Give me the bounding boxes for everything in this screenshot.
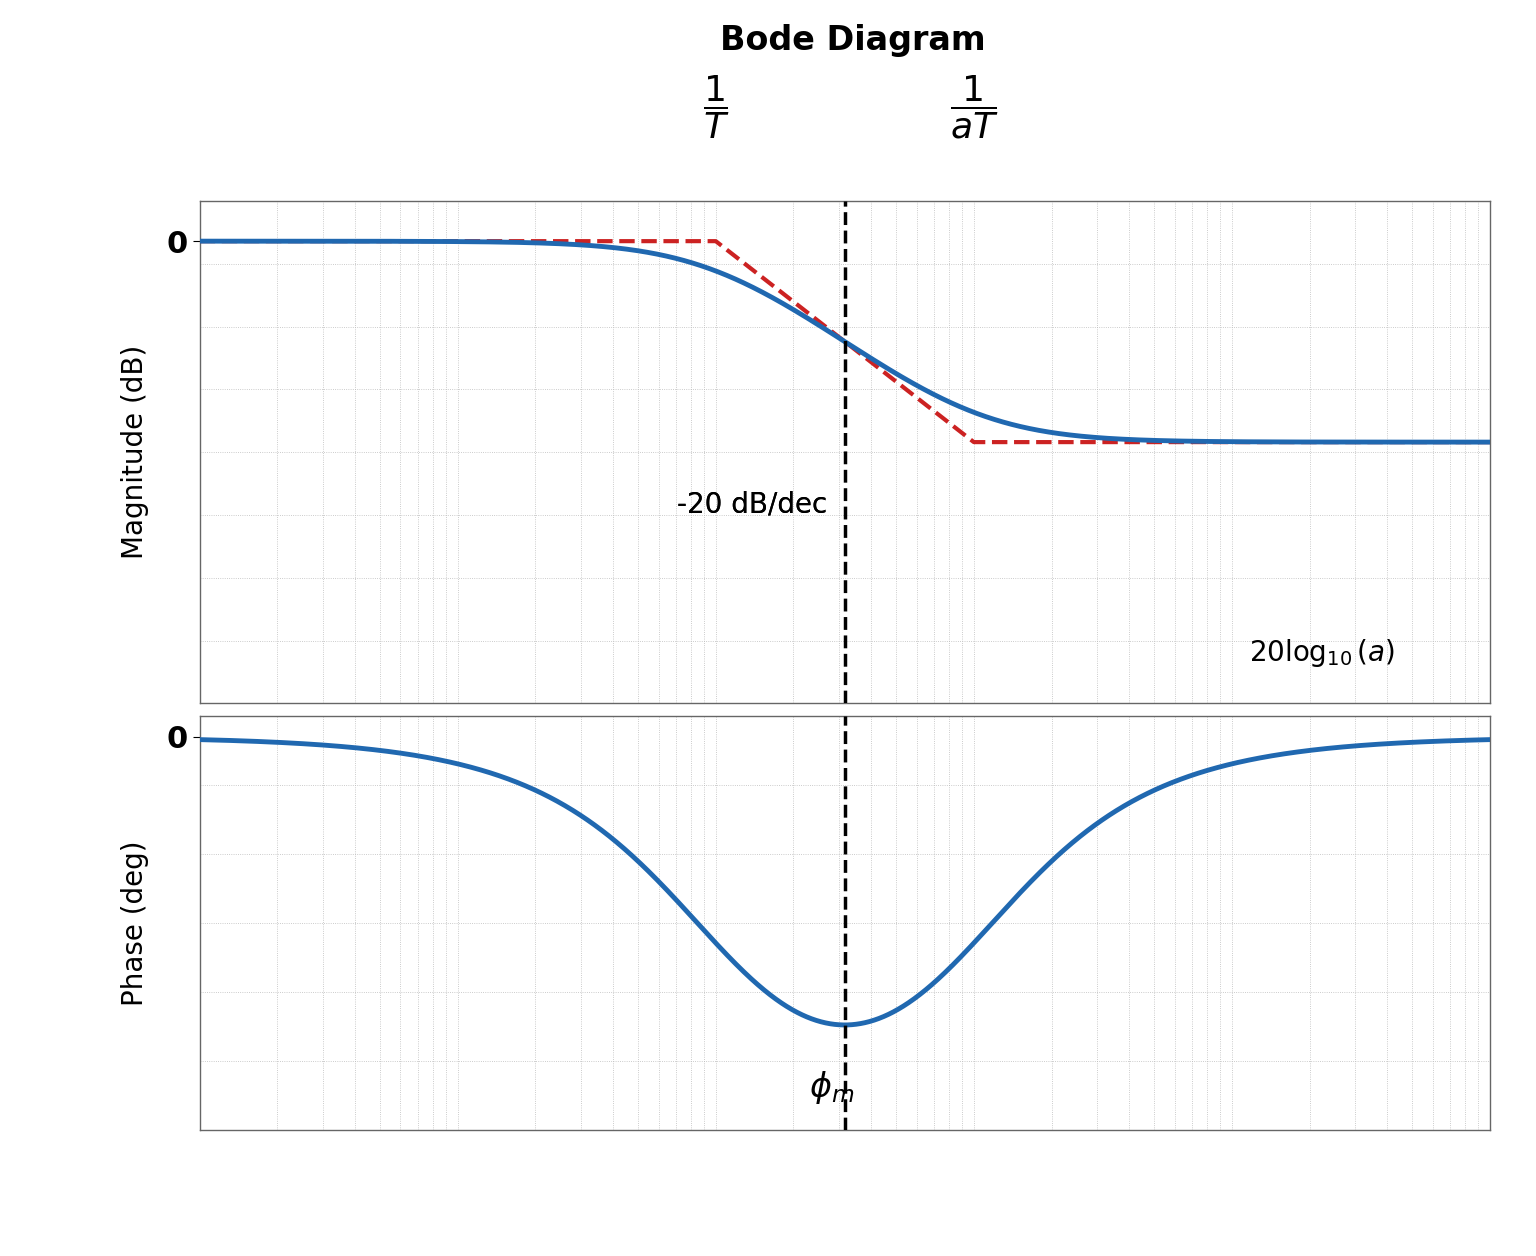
Text: $\dfrac{1}{T}$: $\dfrac{1}{T}$	[702, 73, 730, 141]
Text: $\phi_m$: $\phi_m$	[809, 1069, 854, 1105]
Y-axis label: Phase (deg): Phase (deg)	[121, 840, 149, 1006]
Text: $\dfrac{1}{aT}$: $\dfrac{1}{aT}$	[949, 73, 998, 141]
Text: -20 dB/dec: -20 dB/dec	[677, 490, 828, 519]
Text: $20\log_{10}(a)$: $20\log_{10}(a)$	[1249, 637, 1395, 669]
Text: Bode Diagram: Bode Diagram	[720, 24, 985, 57]
Y-axis label: Magnitude (dB): Magnitude (dB)	[121, 345, 149, 559]
Text: -20 dB/dec: -20 dB/dec	[677, 490, 828, 519]
